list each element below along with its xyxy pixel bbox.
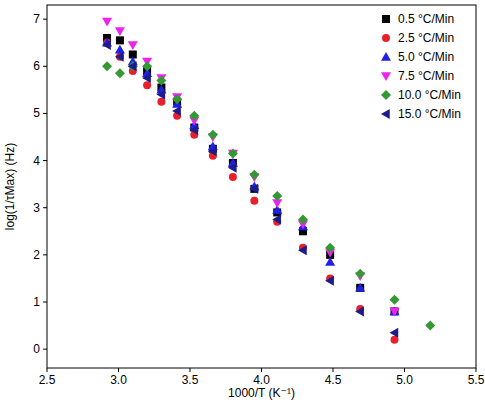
x-tick [190,368,191,372]
x-tick-label: 4.5 [325,373,342,387]
x-axis-label: 1000/T (K⁻¹) [228,386,295,400]
point [102,61,112,71]
point [390,307,398,315]
x-tick-label: 3.5 [182,373,199,387]
legend-label: 10.0 °C/Min [398,88,461,102]
y-tick-label: 6 [33,59,40,73]
legend-marker [381,72,391,81]
point [298,245,307,255]
point [208,146,217,156]
point [389,308,399,317]
y-tick [43,66,47,67]
legend-marker [382,15,390,23]
point [228,149,238,159]
point [272,215,281,225]
point [156,75,166,85]
point [102,18,112,27]
y-tick [43,113,47,114]
point [272,191,282,201]
y-tick-label: 7 [33,12,40,26]
legend-label: 7.5 °C/Min [398,69,454,83]
point [128,61,138,71]
x-tick-label: 3.0 [110,373,127,387]
legend-marker [382,34,390,42]
x-tick [47,368,48,372]
point [389,295,399,305]
point [128,61,137,71]
y-tick-label: 3 [33,201,40,215]
point [142,73,151,83]
series [102,40,398,338]
series [102,18,399,317]
y-tick-label: 5 [33,106,40,120]
point [325,243,335,253]
chart: 2.5 3.0 3.5 4.0 4.5 5.0 5.5 0 1 2 3 4 5 6 7 1000/T (K⁻¹… [0,0,485,402]
x-tick [476,368,477,372]
y-tick-label: 4 [33,154,40,168]
plot-area [102,18,435,344]
point [325,257,335,266]
series [103,34,398,315]
y-tick [43,19,47,20]
y-tick [43,302,47,303]
point [355,269,365,279]
point [115,68,125,78]
legend-marker [381,109,390,119]
point [298,215,308,225]
x-tick [333,368,334,372]
point [142,61,152,71]
x-tick [261,368,262,372]
y-axis-label: log(1/τMax) (Hz) [3,143,17,230]
point [356,284,364,292]
series [102,38,399,315]
legend-label: 5.0 °C/Min [398,50,454,64]
point [128,41,138,50]
legend-marker [381,52,391,61]
point [250,197,258,205]
y-tick-label: 0 [33,342,40,356]
x-tick-label: 2.5 [39,373,56,387]
y-tick [43,349,47,350]
point [189,111,199,121]
point [172,94,182,104]
point [189,125,198,135]
point [116,36,124,44]
series [103,39,398,344]
point [355,283,365,292]
point [425,321,435,331]
point [116,53,124,61]
point [115,27,125,36]
legend-marker [381,90,391,100]
plot-frame [47,5,476,368]
point [115,52,124,62]
point [249,170,259,180]
legend-label: 15.0 °C/Min [398,107,461,121]
point [325,276,334,286]
x-tick-label: 5.5 [468,373,485,387]
x-tick [404,368,405,372]
x-tick [118,368,119,372]
point [355,306,364,316]
y-tick [43,254,47,255]
legend: 0.5 °C/Min 2.5 °C/Min 5.0 °C/Min 7.5 °C/Min… [381,12,461,121]
point [102,40,111,50]
legend-label: 0.5 °C/Min [398,12,454,26]
point [208,130,218,140]
point [389,328,398,338]
point [229,173,237,181]
y-tick [43,207,47,208]
y-tick-label: 2 [33,248,40,262]
legend-label: 2.5 °C/Min [398,31,454,45]
x-tick-label: 4.0 [253,373,270,387]
point [249,184,258,194]
point [156,90,165,100]
y-tick-label: 1 [33,295,40,309]
series [102,61,435,330]
point [250,185,258,193]
x-tick-label: 5.0 [396,373,413,387]
y-tick [43,160,47,161]
point [228,163,237,173]
point [172,106,181,116]
